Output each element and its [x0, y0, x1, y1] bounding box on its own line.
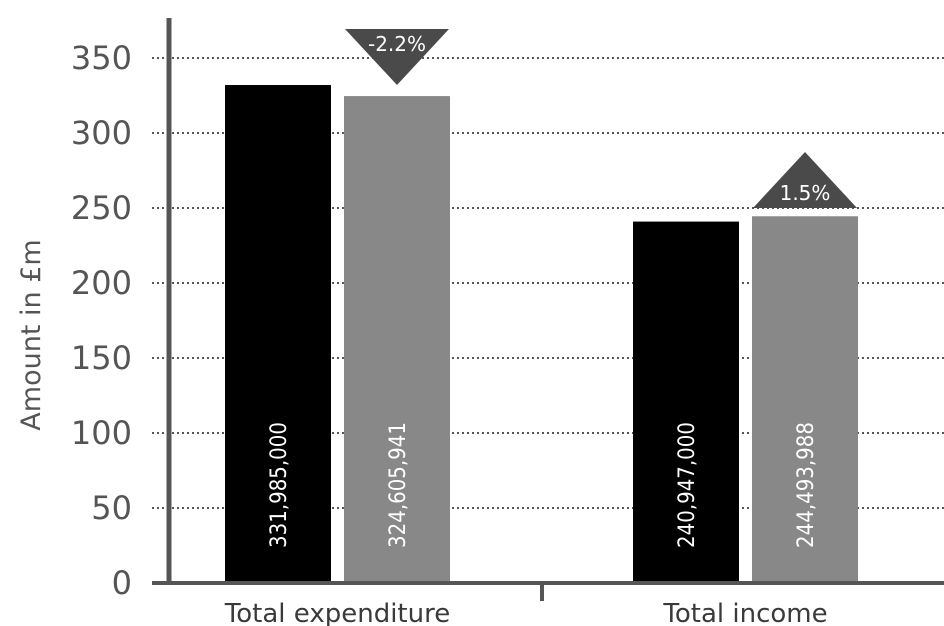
y-tick-label: 0 — [112, 564, 132, 602]
change-up-marker — [753, 152, 857, 208]
bar-value-label: 331,985,000 — [267, 422, 292, 548]
bar — [633, 221, 739, 583]
bars: 331,985,000 240,947,000 324,605,941 244,493… — [225, 85, 858, 584]
y-axis-title: Amount in £m — [16, 239, 47, 430]
bar-value-label: 324,605,941 — [386, 422, 411, 548]
change-down-marker — [345, 29, 449, 85]
axes — [152, 18, 944, 601]
change-label: -2.2% — [368, 32, 426, 56]
y-tick-label: 150 — [71, 339, 132, 377]
y-tick-label: 250 — [71, 189, 132, 227]
bar-value-label: 244,493,988 — [794, 422, 819, 548]
bar — [752, 216, 858, 583]
y-tick-label: 100 — [71, 414, 132, 452]
change-markers: -2.2% 1.5% — [345, 29, 857, 208]
y-tick-label: 50 — [91, 489, 132, 527]
x-category-label: Total expenditure — [224, 599, 450, 626]
y-tick-label: 350 — [71, 39, 132, 77]
category-labels: Total expenditure Total income — [224, 599, 828, 626]
bar — [225, 85, 331, 584]
y-tick-label: 200 — [71, 264, 132, 302]
x-category-label: Total income — [662, 599, 827, 626]
y-tick-labels: 0 50 100 150 200 250 300 350 — [71, 39, 132, 602]
bar — [344, 96, 450, 583]
change-label: 1.5% — [780, 181, 831, 205]
bar-value-label: 240,947,000 — [675, 422, 700, 548]
y-tick-label: 300 — [71, 114, 132, 152]
